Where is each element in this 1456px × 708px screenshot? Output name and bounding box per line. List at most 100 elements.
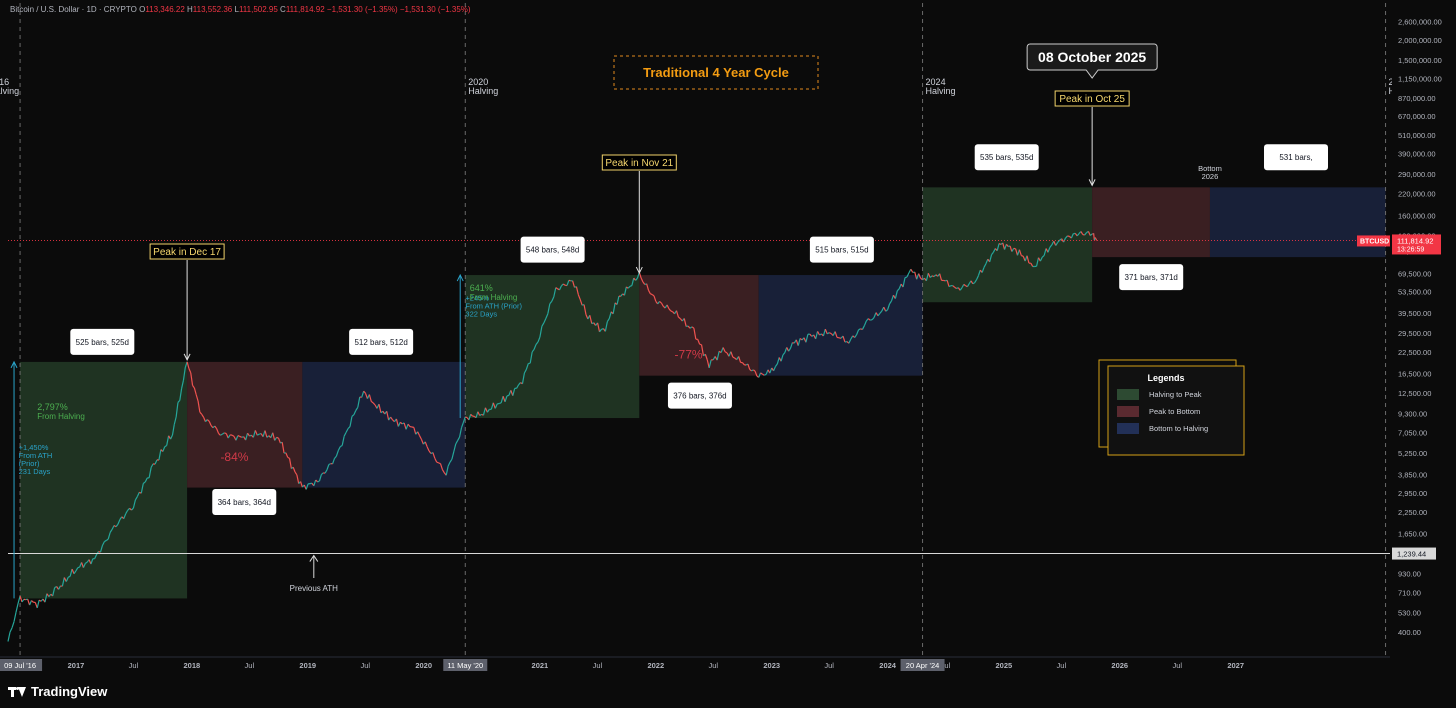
price-segment — [201, 413, 205, 418]
price-segment — [961, 284, 965, 289]
price-segment — [906, 272, 910, 278]
price-segment — [390, 416, 394, 421]
price-segment — [281, 442, 285, 454]
price-segment — [889, 300, 892, 305]
price-segment — [90, 558, 94, 565]
y-tick-label: 530.00 — [1398, 609, 1421, 618]
price-segment — [670, 310, 673, 313]
ath-gain-text: 322 Days — [465, 310, 497, 319]
price-segment — [1057, 239, 1061, 243]
x-tick-label: Jul — [824, 661, 834, 670]
price-segment — [475, 411, 479, 418]
price-segment — [844, 340, 848, 343]
price-segment — [11, 621, 15, 629]
x-marker-label: 11 May '20 — [447, 661, 483, 670]
price-segment — [870, 319, 873, 321]
price-segment — [224, 432, 227, 435]
price-segment — [606, 318, 610, 323]
price-segment — [203, 417, 207, 422]
price-segment — [216, 428, 220, 434]
price-segment — [107, 532, 111, 540]
duration-label: 364 bars, 364d — [218, 498, 271, 507]
price-segment — [612, 302, 616, 314]
legend-label: Bottom to Halving — [1149, 424, 1208, 433]
price-segment — [583, 304, 587, 315]
price-segment — [933, 274, 937, 278]
price-segment — [460, 422, 464, 429]
price-segment — [747, 363, 751, 370]
price-segment — [981, 267, 985, 273]
price-segment — [716, 351, 720, 361]
price-segment — [959, 287, 963, 291]
x-tick-label: Jul — [593, 661, 603, 670]
price-segment — [894, 290, 898, 299]
price-segment — [332, 458, 336, 465]
legend-swatch — [1117, 423, 1139, 434]
price-segment — [231, 434, 235, 437]
footer-bar — [0, 676, 1456, 708]
price-segment — [500, 396, 504, 404]
price-segment — [691, 326, 695, 329]
price-segment — [512, 388, 516, 396]
price-segment — [9, 627, 13, 633]
y-tick-label: 870,000.00 — [1398, 94, 1436, 103]
price-segment — [341, 436, 345, 446]
price-segment — [700, 344, 705, 356]
price-segment — [601, 328, 604, 330]
tradingview-logo[interactable]: TradingView — [8, 684, 107, 699]
price-segment — [451, 451, 455, 460]
price-segment — [77, 566, 80, 569]
price-segment — [99, 545, 104, 553]
y-tick-label: 160,000.00 — [1398, 212, 1436, 221]
legend-swatch — [1117, 406, 1139, 417]
price-segment — [158, 449, 162, 461]
price-segment — [883, 306, 887, 312]
duration-label: 512 bars, 512d — [354, 338, 407, 347]
price-segment — [186, 361, 190, 369]
phase-percent-sub: From Halving — [37, 412, 85, 421]
price-segment — [222, 432, 225, 435]
price-segment — [977, 269, 981, 276]
price-segment — [809, 333, 813, 337]
price-segment — [1049, 244, 1053, 248]
symbol-name[interactable]: Bitcoin / U.S. Dollar · 1D · CRYPTO — [10, 5, 137, 14]
price-segment — [769, 367, 773, 374]
y-tick-label: 1,650.00 — [1398, 530, 1427, 539]
price-segment — [826, 332, 830, 335]
price-segment — [274, 437, 278, 441]
y-tick-label: 12,500.00 — [1398, 389, 1431, 398]
price-segment — [1005, 243, 1009, 247]
price-segment — [372, 402, 376, 406]
price-segment — [399, 421, 403, 425]
price-segment — [789, 342, 793, 349]
price-segment — [765, 369, 769, 375]
x-tick-label: Jul — [245, 661, 255, 670]
price-segment — [742, 362, 745, 366]
price-segment — [245, 433, 249, 441]
price-segment — [521, 372, 525, 384]
price-segment — [666, 304, 670, 310]
price-segment — [292, 466, 296, 473]
price-segment — [296, 474, 300, 484]
price-segment — [914, 271, 918, 280]
price-segment — [227, 434, 231, 439]
price-segment — [214, 425, 218, 430]
price-segment — [197, 400, 201, 413]
price-segment — [904, 276, 908, 279]
price-segment — [498, 402, 502, 405]
price-segment — [386, 411, 390, 421]
duration-box — [667, 382, 732, 409]
price-segment — [173, 416, 177, 425]
price-segment — [117, 519, 121, 525]
price-segment — [148, 467, 152, 478]
price-segment — [925, 273, 929, 281]
price-segment — [629, 284, 633, 287]
price-segment — [334, 455, 337, 459]
price-segment — [877, 313, 881, 317]
ath-gain-text: 231 Days — [19, 467, 51, 476]
price-segment — [537, 336, 541, 343]
x-tick-label: Jul — [941, 661, 951, 670]
price-segment — [918, 273, 922, 279]
price-segment — [780, 354, 784, 362]
